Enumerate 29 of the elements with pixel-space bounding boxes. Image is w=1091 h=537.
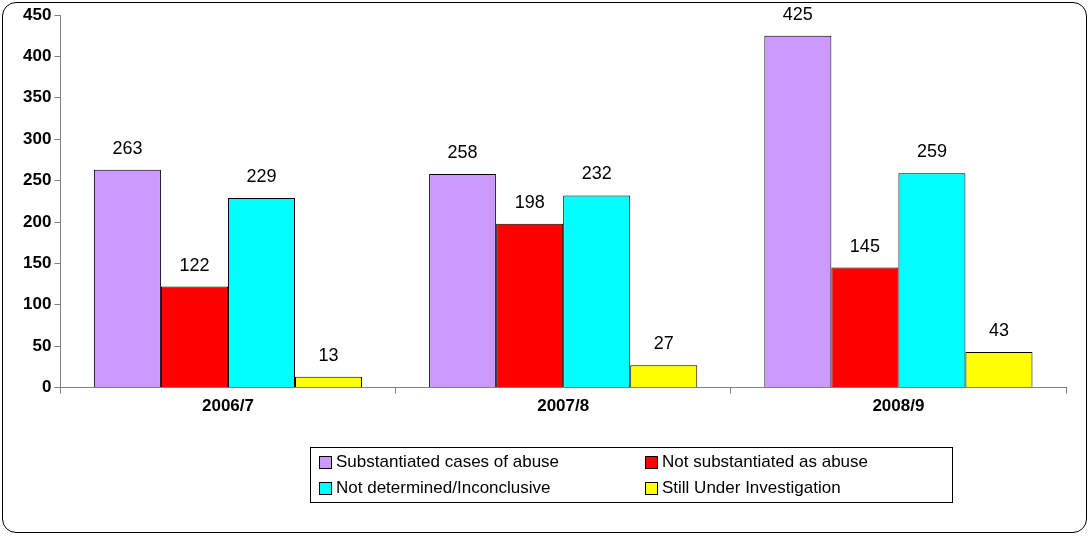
data-label: 122 bbox=[179, 254, 210, 275]
legend-label: Substantiated cases of abuse bbox=[336, 452, 560, 472]
data-label: 258 bbox=[447, 141, 478, 162]
data-label: 232 bbox=[581, 163, 612, 184]
data-label: 198 bbox=[514, 191, 545, 212]
y-tick-label: 50 bbox=[32, 335, 52, 355]
y-tick-label: 100 bbox=[22, 294, 52, 314]
data-label: 43 bbox=[988, 319, 1009, 340]
y-tick-label: 250 bbox=[22, 170, 52, 190]
y-tick-label: 150 bbox=[22, 253, 52, 273]
legend-label: Still Under Investigation bbox=[662, 478, 841, 498]
y-tick-label: 200 bbox=[22, 211, 52, 231]
y-tick-label: 400 bbox=[22, 46, 52, 66]
data-label: 425 bbox=[782, 3, 813, 24]
y-tick-label: 350 bbox=[22, 87, 52, 107]
data-label: 27 bbox=[653, 333, 674, 354]
data-label: 229 bbox=[246, 165, 277, 186]
x-tick-label: 2007/8 bbox=[537, 396, 590, 416]
y-tick-label: 300 bbox=[22, 128, 52, 148]
legend-label: Not determined/Inconclusive bbox=[336, 478, 551, 498]
data-label: 263 bbox=[112, 137, 143, 158]
x-tick-label: 2008/9 bbox=[872, 396, 925, 416]
data-label: 145 bbox=[849, 235, 880, 256]
data-label: 13 bbox=[318, 344, 339, 365]
data-label: 259 bbox=[916, 141, 947, 162]
y-tick-label: 0 bbox=[41, 377, 52, 397]
x-tick-label: 2006/7 bbox=[201, 396, 254, 416]
legend-label: Not substantiated as abuse bbox=[662, 452, 869, 472]
y-tick-label: 450 bbox=[22, 4, 52, 24]
